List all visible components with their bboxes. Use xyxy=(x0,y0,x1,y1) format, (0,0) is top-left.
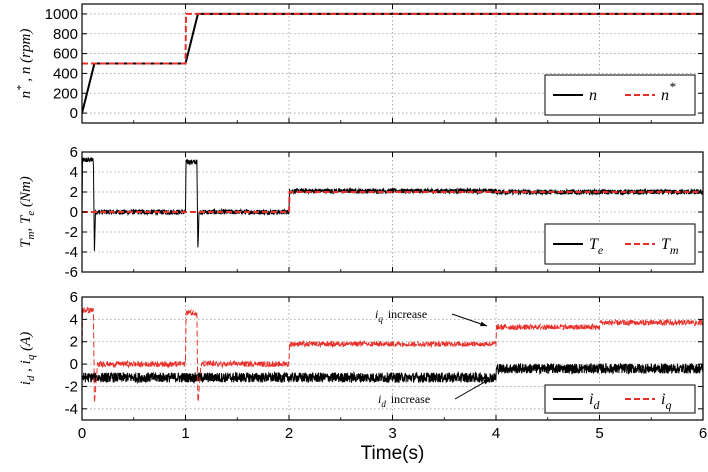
x-tick-label: 4 xyxy=(492,425,500,442)
y-tick-label: -4 xyxy=(65,244,78,261)
legend-label-iq: iq xyxy=(661,391,671,412)
annotation-label: iq increase xyxy=(375,307,427,324)
y-axis-label: Tm, Te (Nm) xyxy=(18,176,37,248)
series-id xyxy=(82,362,703,385)
y-tick-label: 2 xyxy=(70,334,78,351)
legend-label-Tm: Tm xyxy=(661,236,679,257)
x-tick-label: 6 xyxy=(699,425,707,442)
legend: Te Tm xyxy=(544,223,696,265)
x-axis-label: Time(s) xyxy=(361,443,425,464)
annotation-q-increase: iq increase xyxy=(375,307,488,327)
y-tick-label: 0 xyxy=(70,204,78,221)
y-tick-label: 1000 xyxy=(45,6,78,23)
series-Tm xyxy=(82,191,703,213)
legend: n n* xyxy=(544,74,696,116)
y-tick-label: 400 xyxy=(53,65,78,82)
legend: id iq xyxy=(544,384,696,414)
panel-1: 0 200 400 600 800 1000 n* , n (rpm) n n* xyxy=(15,3,704,124)
y-tick-label: 800 xyxy=(53,26,78,43)
y-tick-label: 0 xyxy=(70,356,78,373)
y-tick-label: 200 xyxy=(53,85,78,102)
legend-label-Te: Te xyxy=(589,236,604,257)
legend-frame xyxy=(544,223,696,265)
x-tick-label: 0 xyxy=(78,425,86,442)
x-tick-label: 3 xyxy=(388,425,396,442)
svg-text:Tm, Te (Nm): Tm, Te (Nm) xyxy=(18,176,37,248)
y-tick-label: -4 xyxy=(65,401,78,418)
legend-label-n: n xyxy=(589,87,597,104)
y-tick-label: 6 xyxy=(70,289,78,306)
annotation-label: id increase xyxy=(378,392,430,409)
y-tick-label: 4 xyxy=(70,164,78,181)
svg-text:id , iq (A): id , iq (A) xyxy=(18,332,37,386)
series-Te xyxy=(82,156,703,252)
y-tick-label: 600 xyxy=(53,46,78,63)
legend-label-n*: n* xyxy=(661,79,676,104)
annotation-arrowhead xyxy=(483,379,490,385)
y-tick-label: 4 xyxy=(70,311,78,328)
y-tick-label: -2 xyxy=(65,224,78,241)
x-tick-label: 5 xyxy=(595,425,603,442)
y-tick-label: -2 xyxy=(65,378,78,395)
series-iq xyxy=(82,306,703,403)
y-axis-label: n* , n (rpm) xyxy=(15,29,34,99)
svg-text:n* , n (rpm): n* , n (rpm) xyxy=(15,29,34,99)
y-axis-label: id , iq (A) xyxy=(18,332,37,386)
annotation-d-increase: id increase xyxy=(378,378,491,409)
y-tick-label: 6 xyxy=(70,144,78,161)
legend-label-id: id xyxy=(589,391,600,412)
annotation-arrow xyxy=(454,378,491,400)
annotation-arrowhead xyxy=(480,321,487,327)
x-tick-label: 2 xyxy=(285,425,293,442)
y-tick-label: 2 xyxy=(70,184,78,201)
y-tick-label: -6 xyxy=(65,264,78,281)
y-tick-label: 0 xyxy=(70,105,78,122)
panel-3: 0 1 2 3 4 5 6 Time(s) -4 -2 0 2 4 6 id , iq (A) id iq iq i… xyxy=(18,289,707,464)
x-tick-label: 1 xyxy=(181,425,189,442)
panel-2: -6 -4 -2 0 2 4 6 Tm, Te (Nm) Te Tm xyxy=(18,144,704,281)
